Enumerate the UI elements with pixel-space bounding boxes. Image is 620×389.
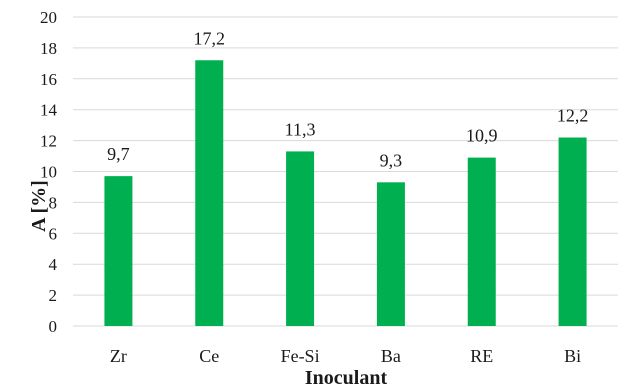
bar-fe-si (286, 151, 315, 326)
data-label: 9,7 (107, 144, 130, 164)
data-labels: 9,7 17,2 11,3 9,3 10,9 12,2 (107, 28, 588, 170)
y-tick-label: 16 (40, 70, 57, 89)
bar-ba (376, 182, 405, 326)
y-tick-label: 20 (40, 8, 57, 27)
y-axis-title: A [%] (28, 180, 50, 232)
data-label: 10,9 (466, 126, 498, 146)
data-label: 9,3 (380, 150, 403, 170)
y-tick-label: 10 (40, 163, 57, 182)
data-label: 11,3 (285, 119, 316, 139)
bar-ce (195, 60, 224, 326)
y-tick-label: 14 (40, 101, 58, 120)
data-label: 12,2 (557, 106, 589, 126)
x-category-label: Ba (381, 346, 401, 366)
x-category-label: RE (470, 346, 493, 366)
bar-re (467, 157, 496, 326)
bar-zr (104, 176, 133, 326)
bars (104, 60, 587, 326)
data-label: 17,2 (194, 28, 226, 48)
x-category-label: Zr (110, 346, 127, 366)
bar-bi (558, 137, 587, 326)
x-category-label: Fe-Si (281, 346, 320, 366)
y-tick-label: 8 (49, 193, 58, 212)
y-tick-label: 6 (49, 224, 58, 243)
y-tick-label: 2 (49, 286, 58, 305)
y-tick-label: 0 (49, 317, 58, 336)
y-tick-label: 18 (40, 39, 57, 58)
grid-lines (73, 16, 618, 327)
y-tick-label: 12 (40, 132, 57, 151)
y-tick-label: 4 (49, 255, 58, 274)
x-category-label: Bi (564, 346, 581, 366)
x-category-labels: Zr Ce Fe-Si Ba RE Bi (110, 346, 581, 366)
y-tick-labels: 0 2 4 6 8 10 12 14 16 18 20 (40, 8, 58, 336)
x-category-label: Ce (199, 346, 219, 366)
x-axis-title: Inoculant (305, 367, 388, 389)
